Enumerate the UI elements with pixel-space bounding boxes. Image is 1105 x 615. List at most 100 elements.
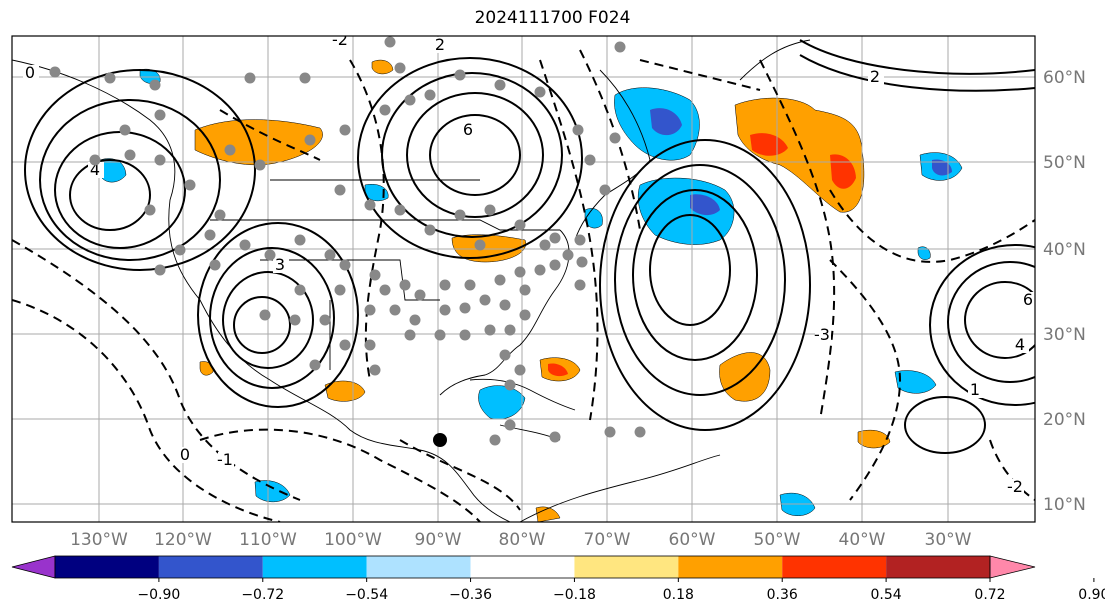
colorbar-tick-label: 0.72 [974,587,1005,603]
map-title: 2024111700 F024 [474,8,631,28]
station-marker [604,426,616,438]
contour-lines [12,39,1035,522]
longitude-label: 40°W [839,530,886,550]
colorbar-bin [574,556,679,578]
station-marker [514,364,526,376]
station-marker [204,229,216,241]
station-marker [499,299,511,311]
station-marker [244,72,256,84]
contour-label-bg [1008,479,1024,495]
latitude-label: 10°N [1043,495,1086,515]
contour-label-bg [868,69,884,85]
station-marker [339,259,351,271]
station-marker [479,294,491,306]
station-marker [474,239,486,251]
station-marker [224,144,236,156]
colorbar-tick-label: −0.72 [241,587,284,603]
station-marker [409,314,421,326]
station-marker [434,329,446,341]
station-marker [574,279,586,291]
station-marker [609,132,621,144]
contour-label-bg [333,36,349,48]
station-marker [599,184,611,196]
strong-positive-core [830,154,856,189]
negative-patch [99,158,127,183]
station-marker [339,124,351,136]
contour-label: 0 [25,63,35,82]
station-marker [239,239,251,251]
longitude-label: 30°W [925,530,972,550]
longitude-label: 80°W [499,530,546,550]
station-marker [324,249,336,261]
station-marker [369,269,381,281]
contour-label: 2 [870,67,880,86]
latitude-label: 40°N [1043,240,1086,260]
colorbar-tick-label: −0.18 [553,587,596,603]
station-marker [119,124,131,136]
station-marker [379,104,391,116]
station-marker [439,279,451,291]
contour-label-bg [1013,337,1029,353]
contour-label: 1 [970,380,980,399]
contour-label: -2 [332,30,348,49]
colorbar-bin [262,556,367,578]
colorbar-outline [54,555,991,579]
station-marker [299,72,311,84]
station-marker [399,279,411,291]
station-marker [489,434,501,446]
shaded-fields [99,59,963,522]
station-marker [104,72,116,84]
station-marker [454,209,466,221]
station-marker [494,274,506,286]
station-marker [484,324,496,336]
station-marker [424,224,436,236]
longitude-label: 120°W [154,530,212,550]
longitude-label: 50°W [754,530,801,550]
colorbar-tick-label: −0.54 [345,587,388,603]
negative-patch [917,246,931,260]
station-marker [364,199,376,211]
colorbar-tick-label: 0.90 [1078,587,1105,603]
station-marker [494,79,506,91]
latitude-label: 60°N [1043,68,1086,88]
station-marker [309,359,321,371]
latitude-labels: 60°N 50°N 40°N 30°N 20°N 10°N [1043,68,1086,515]
strong-positive-core [750,133,788,156]
map-frame [11,35,1036,523]
station-marker [214,209,226,221]
station-marker [379,284,391,296]
station-marker [259,309,271,321]
positive-patch [324,380,366,402]
station-marker [539,239,551,251]
contour-label: 0 [180,445,190,464]
station-marker [534,264,546,276]
station-marker [394,62,406,74]
contour-label: 6 [463,120,473,139]
station-marker [174,244,186,256]
station-marker [184,179,196,191]
station-marker [294,284,306,296]
longitude-label: 70°W [584,530,631,550]
longitude-label: 90°W [415,530,462,550]
station-marker [49,66,61,78]
station-marker [364,339,376,351]
station-marker [534,86,546,98]
station-marker [364,304,376,316]
station-marker [514,219,526,231]
colorbar-bin [886,556,990,578]
station-marker [572,124,584,136]
station-marker [144,204,156,216]
contour-label: -1 [217,450,233,469]
station-marker [549,431,561,443]
station-marker [454,69,466,81]
station-marker [504,419,516,431]
station-marker [384,36,396,48]
station-marker [549,259,561,271]
station-marker [89,154,101,166]
contour-label-bg [273,257,289,273]
contour-label: 6 [1023,290,1033,309]
station-marker [504,324,516,336]
station-marker [574,234,586,246]
station-marker [149,79,161,91]
station-marker [289,314,301,326]
